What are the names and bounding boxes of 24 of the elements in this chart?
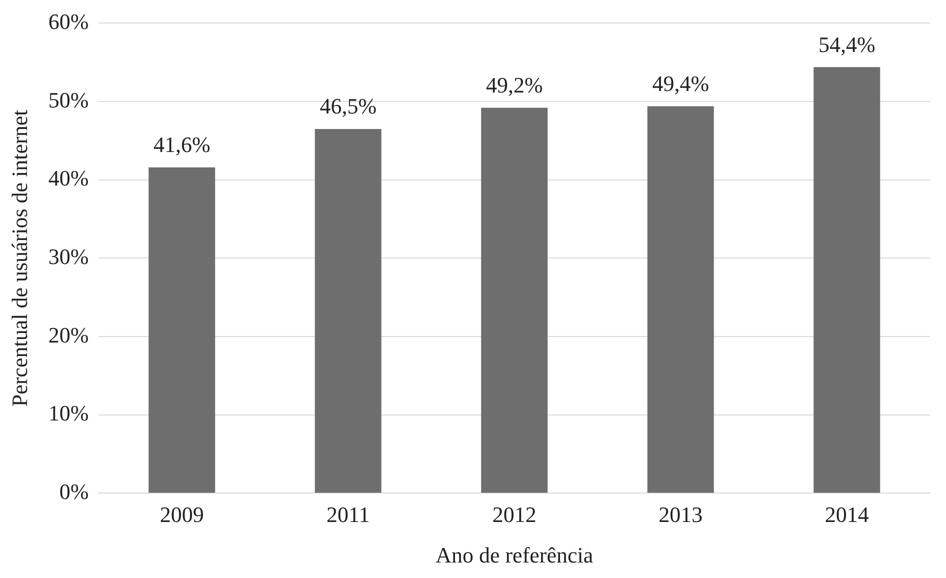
data-label: 49,4% bbox=[652, 71, 710, 96]
y-axis-title: Percentual de usuários de internet bbox=[6, 110, 32, 407]
y-tick-label: 10% bbox=[48, 400, 89, 426]
y-tick-label: 0% bbox=[59, 478, 89, 504]
data-label: 46,5% bbox=[320, 94, 377, 119]
bar bbox=[814, 67, 880, 493]
bar bbox=[481, 108, 548, 493]
x-tick-label: 2009 bbox=[160, 502, 204, 528]
y-tick-label: 30% bbox=[48, 244, 89, 269]
y-tick-label: 60% bbox=[48, 8, 89, 34]
bar bbox=[314, 128, 382, 493]
y-tick-label: 50% bbox=[48, 87, 89, 112]
x-tick-label: 2014 bbox=[824, 502, 869, 528]
bar bbox=[647, 106, 714, 493]
x-axis-title: Ano de referência bbox=[436, 542, 594, 568]
data-label: 54,4% bbox=[818, 32, 876, 57]
x-tick-label: 2013 bbox=[658, 502, 703, 528]
data-label: 41,6% bbox=[153, 132, 210, 158]
x-tick-label: 2012 bbox=[492, 502, 536, 528]
y-tick-label: 40% bbox=[48, 166, 89, 191]
y-tick-label: 20% bbox=[48, 322, 89, 348]
x-tick-label: 2011 bbox=[326, 502, 370, 528]
data-label: 49,2% bbox=[486, 72, 543, 98]
bar bbox=[148, 167, 216, 493]
